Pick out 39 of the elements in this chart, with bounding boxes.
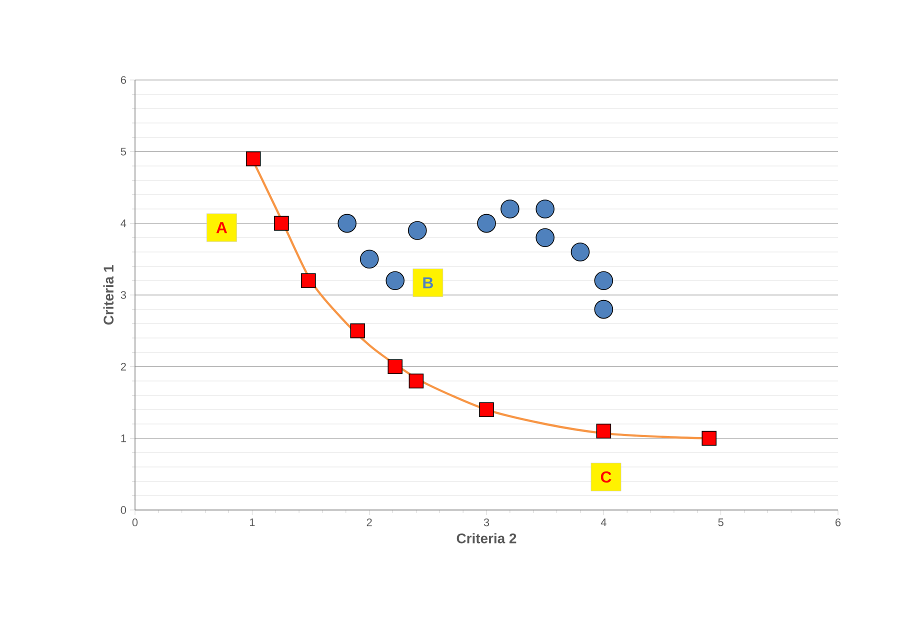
annotation: B <box>423 277 433 288</box>
x-axis-title: Criteria 2 <box>456 533 516 544</box>
annotation: C <box>600 471 612 483</box>
x-tick-label: 5 <box>718 518 724 526</box>
y-tick-label: 0 <box>120 506 126 514</box>
y-tick-label: 3 <box>120 291 126 299</box>
point <box>274 216 289 231</box>
point <box>301 273 316 288</box>
point <box>386 271 405 290</box>
annotation: A <box>216 222 228 234</box>
x-tick-label: 6 <box>836 518 841 526</box>
x-tick-label: 1 <box>250 518 255 526</box>
point <box>570 242 590 262</box>
x-tick-label: 3 <box>484 518 490 526</box>
point <box>246 151 261 166</box>
y-tick-label: 4 <box>120 220 126 228</box>
point <box>338 214 356 233</box>
y-tick-label: 1 <box>121 434 126 442</box>
point <box>350 323 366 338</box>
point <box>388 359 403 374</box>
point <box>500 200 520 218</box>
point <box>479 402 494 418</box>
y-tick-label: 2 <box>120 362 126 370</box>
point <box>596 424 612 439</box>
point <box>594 300 614 319</box>
point <box>594 271 614 290</box>
point <box>408 374 424 388</box>
point <box>536 200 554 218</box>
y-tick-label: 6 <box>120 76 126 84</box>
y-axis-title: Criteria 1 <box>103 265 114 325</box>
point <box>702 430 717 446</box>
point <box>536 228 554 248</box>
x-tick-label: 0 <box>132 518 138 526</box>
y-tick-label: 5 <box>120 148 126 156</box>
point <box>360 250 379 269</box>
x-tick-label: 2 <box>366 518 372 526</box>
x-tick-label: 4 <box>600 518 606 526</box>
point <box>477 214 496 233</box>
point <box>408 221 427 240</box>
